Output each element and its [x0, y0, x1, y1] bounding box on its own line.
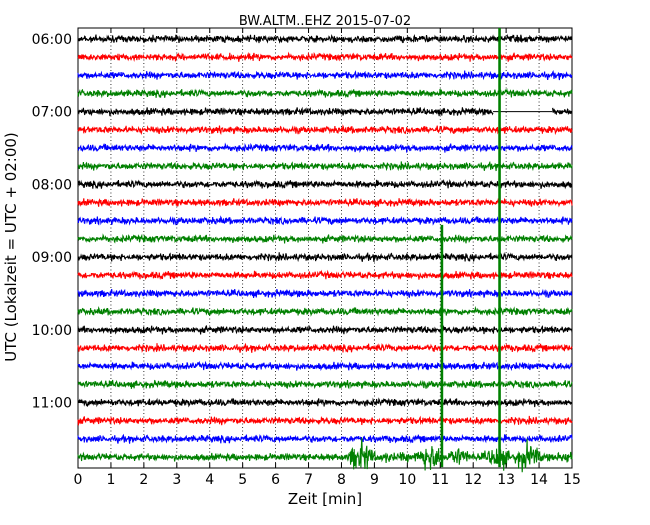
- trace-segment: [77, 178, 573, 190]
- trace-segment: [77, 251, 573, 263]
- y-tick-label: 08:00: [32, 177, 72, 193]
- trace-segment: [77, 305, 573, 317]
- trace-segment: [77, 360, 573, 372]
- trace-segment: [77, 142, 573, 153]
- trace-line: [77, 415, 573, 426]
- y-axis-label: UTC (Lokalzeit = UTC + 02:00): [2, 132, 20, 362]
- trace-segment: [77, 160, 573, 172]
- x-tick-label: 15: [563, 472, 581, 488]
- trace-line: [77, 433, 573, 444]
- trace-segment: [77, 437, 573, 473]
- x-tick-label: 2: [139, 472, 148, 488]
- trace-line: [77, 288, 573, 299]
- trace-line: [77, 378, 573, 390]
- x-tick-label: 4: [205, 472, 214, 488]
- x-tick-label: 5: [238, 472, 247, 488]
- x-axis-label: Zeit [min]: [288, 490, 362, 508]
- trace-line: [77, 51, 573, 62]
- x-tick-label: 0: [74, 472, 83, 488]
- trace-line: [77, 215, 573, 226]
- x-tick-label: 13: [497, 472, 515, 488]
- trace-segment: [77, 88, 573, 99]
- trace-line: [77, 324, 573, 335]
- trace-line: [77, 437, 573, 473]
- x-tick-label: 3: [172, 472, 181, 488]
- trace-segment: [77, 233, 573, 244]
- chart-title: BW.ALTM..EHZ 2015-07-02: [239, 14, 411, 29]
- y-tick-label: 06:00: [32, 32, 72, 48]
- trace-line: [77, 305, 573, 317]
- trace-segment: [77, 106, 494, 117]
- trace-segment: [77, 124, 573, 136]
- trace-line: [77, 70, 573, 81]
- trace-line: [77, 233, 573, 244]
- y-tick-label: 10:00: [32, 323, 72, 339]
- x-tick-label: 7: [304, 472, 313, 488]
- trace-segment: [77, 51, 573, 62]
- trace-segment: [77, 33, 573, 44]
- trace-segment: [551, 107, 573, 116]
- trace-segment: [77, 70, 573, 81]
- x-tick-label: 9: [370, 472, 379, 488]
- trace-line: [77, 397, 573, 408]
- trace-segment: [77, 215, 573, 226]
- y-tick-label: 07:00: [32, 105, 72, 121]
- x-tick-label: 11: [431, 472, 449, 488]
- trace-segment: [77, 288, 573, 299]
- trace-line: [77, 197, 573, 208]
- trace-line: [77, 342, 573, 353]
- trace-segment: [77, 378, 573, 390]
- x-tick-label: 8: [337, 472, 346, 488]
- trace-segment: [77, 342, 573, 353]
- trace-line: [77, 106, 573, 117]
- x-tick-label: 10: [398, 472, 416, 488]
- plot-area: 0 1 2 3 4 5 6 7 8 9 10 11 12 13 14 1506:0007:0008:0009:…: [32, 27, 581, 488]
- x-tick-label: 1: [106, 472, 115, 488]
- trace-line: [77, 160, 573, 172]
- trace-line: [77, 360, 573, 372]
- trace-segment: [77, 197, 573, 208]
- trace-segment: [77, 269, 573, 280]
- trace-segment: [77, 397, 573, 408]
- plot-frame: [77, 27, 573, 469]
- x-tick-label: 12: [464, 472, 482, 488]
- trace-line: [77, 178, 573, 190]
- x-tick-label: 14: [530, 472, 548, 488]
- trace-segment: [77, 415, 573, 426]
- trace-line: [77, 33, 573, 44]
- x-tick-label: 6: [271, 472, 280, 488]
- trace-line: [77, 124, 573, 136]
- trace-line: [77, 88, 573, 99]
- trace-line: [77, 269, 573, 280]
- trace-line: [77, 251, 573, 263]
- trace-segment: [77, 433, 573, 444]
- y-tick-label: 09:00: [32, 250, 72, 266]
- trace-segment: [77, 324, 573, 335]
- y-tick-label: 11:00: [32, 396, 72, 412]
- trace-line: [77, 142, 573, 153]
